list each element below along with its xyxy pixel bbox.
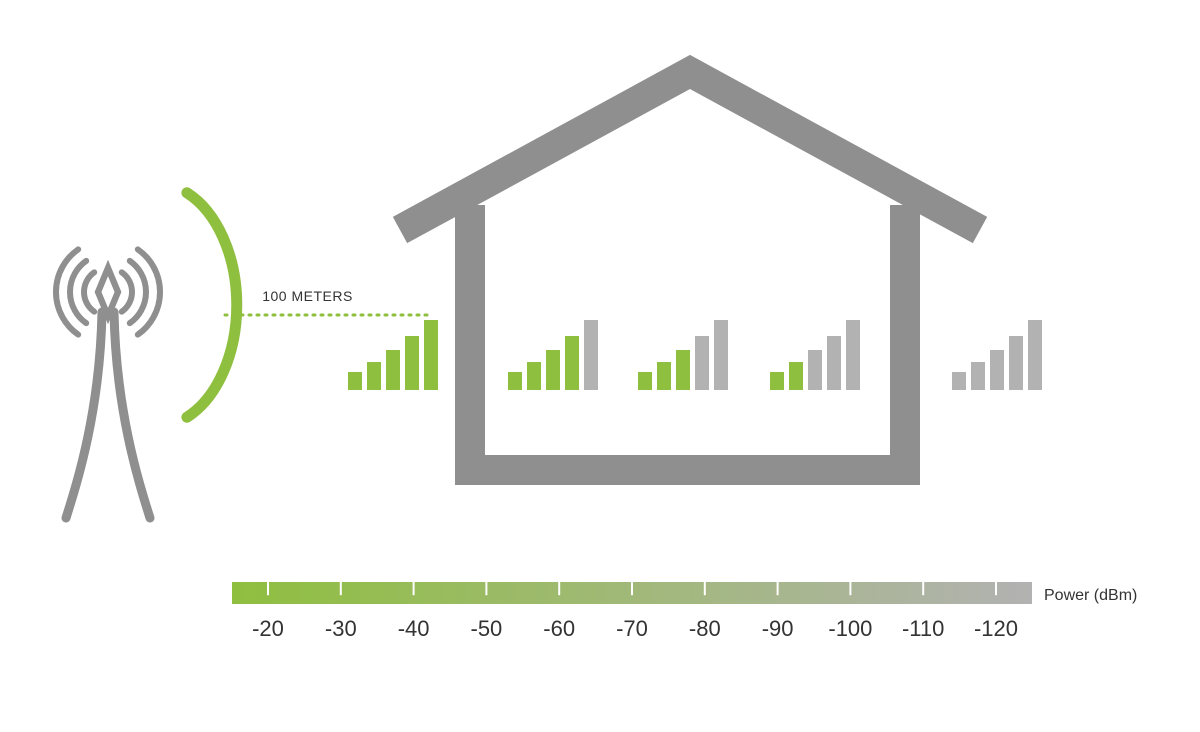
signal-bars-icon — [770, 320, 860, 390]
signal-bar — [386, 350, 400, 390]
signal-bar — [971, 362, 985, 390]
signal-arc-icon — [187, 193, 237, 417]
scale-tick-label: -90 — [762, 616, 794, 641]
scale-tick-label: -110 — [902, 616, 944, 641]
signal-bar — [676, 350, 690, 390]
signal-bar — [508, 372, 522, 390]
signal-bars-icon — [638, 320, 728, 390]
signal-attenuation-diagram: 100 METERS -20-30-40-50-60-70-80-90-100-… — [0, 0, 1200, 732]
scale-tick-label: -80 — [689, 616, 721, 641]
signal-bar — [657, 362, 671, 390]
distance-label: 100 METERS — [262, 288, 353, 304]
signal-bar — [1028, 320, 1042, 390]
signal-bar — [846, 320, 860, 390]
signal-bars-icon — [348, 320, 438, 390]
signal-bar — [424, 320, 438, 390]
signal-bar — [990, 350, 1004, 390]
cell-tower-icon — [56, 249, 160, 518]
power-scale-unit: Power (dBm) — [1044, 587, 1137, 604]
signal-bars-icon — [508, 320, 598, 390]
signal-bar — [348, 372, 362, 390]
signal-bar — [367, 362, 381, 390]
signal-bar — [714, 320, 728, 390]
signal-bar — [789, 362, 803, 390]
scale-tick-label: -20 — [252, 616, 284, 641]
signal-bar — [565, 336, 579, 390]
signal-bar — [808, 350, 822, 390]
signal-bar — [827, 336, 841, 390]
power-scale: -20 -30 -40 -50 -60 -70 -80 -90 -100 -110 -120 Pow… — [232, 582, 1137, 641]
scale-tick-label: -50 — [471, 616, 503, 641]
signal-bar — [584, 320, 598, 390]
signal-bar-groups — [348, 320, 1042, 390]
scale-tick-label: -60 — [543, 616, 575, 641]
signal-bar — [638, 372, 652, 390]
signal-bar — [1009, 336, 1023, 390]
scale-tick-label: -70 — [616, 616, 648, 641]
signal-bar — [527, 362, 541, 390]
power-scale-labels: -20 -30 -40 -50 -60 -70 -80 -90 -100 -110 -120 — [252, 616, 1018, 641]
signal-bars-icon — [952, 320, 1042, 390]
scale-tick-label: -120 — [974, 616, 1018, 641]
scale-tick-label: -100 — [828, 616, 872, 641]
signal-bar — [770, 372, 784, 390]
house-icon — [400, 72, 980, 470]
signal-bar — [546, 350, 560, 390]
scale-tick-label: -30 — [325, 616, 357, 641]
scale-tick-label: -40 — [398, 616, 430, 641]
signal-bar — [405, 336, 419, 390]
signal-bar — [695, 336, 709, 390]
signal-bar — [952, 372, 966, 390]
